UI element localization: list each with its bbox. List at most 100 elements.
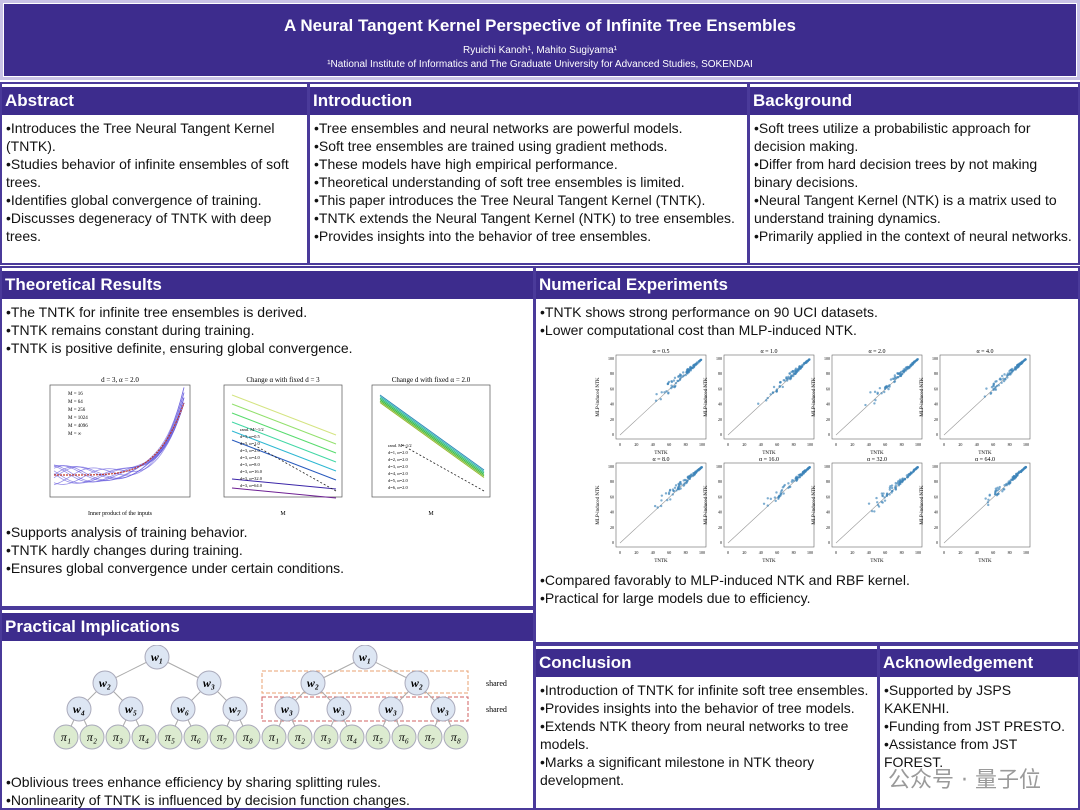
data-point [864, 403, 867, 407]
data-point [908, 472, 912, 476]
series-line [379, 400, 485, 477]
data-point [883, 496, 886, 499]
legend-entry: d=3, α=32.0 [240, 476, 263, 482]
node-label: w₂ [99, 676, 111, 690]
x-tick: 20 [958, 550, 962, 555]
data-point [673, 385, 676, 389]
data-point [666, 382, 670, 386]
bullet-item: •Discusses degeneracy of TNTK with deep … [6, 210, 272, 244]
data-point [782, 492, 785, 495]
data-point [798, 475, 801, 479]
y-tick: 100 [824, 356, 830, 361]
data-point [998, 378, 1002, 381]
x-tick: 40 [975, 442, 979, 447]
data-point [687, 368, 691, 371]
data-point [801, 363, 804, 367]
series-line [379, 396, 485, 472]
x-tick: 100 [915, 442, 921, 447]
data-point [898, 374, 902, 378]
data-point [905, 368, 909, 371]
y-tick: 20 [826, 417, 830, 422]
data-point [794, 477, 797, 480]
leaf-node [443, 724, 469, 750]
y-tick: 0 [720, 432, 722, 437]
watermark: 公众号 · 量子位 [888, 768, 1041, 793]
data-point [689, 475, 692, 479]
data-point [790, 480, 794, 483]
data-point [667, 491, 671, 494]
split-node [222, 696, 248, 722]
split-node [92, 670, 118, 696]
y-tick: 0 [828, 432, 830, 437]
data-point [1020, 362, 1023, 366]
data-point [1004, 483, 1008, 486]
data-point [684, 373, 687, 377]
data-point [685, 371, 689, 374]
bullet-item: •Provides insights into the behavior of … [314, 228, 652, 244]
y-axis-label: MLP-induced NTK [812, 485, 817, 525]
node-label: w₆ [177, 702, 189, 716]
title-banner: A Neural Tangent Kernel Perspective of I… [0, 0, 1080, 80]
legend-entry: M = ∞ [68, 432, 82, 437]
y-tick: 20 [718, 417, 722, 422]
data-point [698, 467, 701, 471]
data-point [880, 492, 884, 495]
node-label: π₄ [347, 730, 357, 744]
bullet-item: •Assistance from JST FOREST. [884, 736, 1018, 770]
data-point [659, 398, 662, 401]
data-point [789, 485, 792, 489]
section-title: Background [750, 87, 1078, 115]
tree-diagram: w₁ w₂ w₃ w₄ w₅ w₆ w₇ π₁ π₂ π₃ π₄ π₅ π₆ π₇ π₈ shared shar… [53, 645, 507, 750]
data-point [779, 492, 782, 495]
data-point [994, 487, 998, 490]
scatter-title: α = 64.0 [975, 457, 995, 463]
data-point [696, 469, 699, 472]
shared-box [261, 696, 469, 722]
x-tick: 80 [1008, 550, 1012, 555]
numerical-experiments-section: Numerical Experiments •TNTK shows strong… [534, 266, 1080, 644]
data-point [995, 380, 998, 383]
legend-entry: d=3, α=2.0 [240, 448, 261, 454]
theory-figure: d = 3, α = 2.0 Inner product of the input… [49, 376, 491, 517]
node-label: π₆ [191, 730, 201, 744]
data-point [887, 387, 890, 391]
x-axis-label: TNTK [978, 559, 992, 563]
data-point [1020, 468, 1024, 472]
bullet-item: •Extends NTK theory from neural networks… [540, 718, 849, 752]
split-node [352, 645, 378, 670]
data-point [874, 398, 877, 402]
x-tick: 100 [699, 550, 705, 555]
data-point [905, 366, 909, 369]
x-tick: 0 [727, 550, 729, 555]
series-line [231, 439, 337, 481]
data-point [673, 486, 677, 489]
y-tick: 80 [826, 479, 830, 484]
data-point [689, 365, 692, 369]
data-point [893, 380, 897, 383]
data-point [692, 473, 696, 476]
data-point [873, 402, 876, 405]
x-tick: 20 [634, 550, 638, 555]
data-point [870, 509, 874, 513]
data-point [894, 481, 897, 485]
x-tick: 100 [1023, 442, 1029, 447]
node-label: w₃ [437, 702, 449, 716]
data-point [883, 390, 886, 394]
y-tick: 80 [934, 479, 938, 484]
x-tick: 40 [867, 550, 871, 555]
data-point [671, 493, 675, 496]
data-point [905, 474, 909, 477]
data-point [670, 379, 673, 383]
data-point [1003, 373, 1006, 376]
data-point [677, 483, 681, 486]
data-point [663, 391, 666, 394]
scatter-title: α = 1.0 [760, 349, 777, 355]
node-label: w₂ [307, 676, 319, 690]
data-point [778, 494, 781, 497]
node-label: π₁ [269, 730, 279, 744]
data-point [667, 380, 671, 384]
y-tick: 0 [612, 540, 614, 545]
data-point [688, 477, 691, 481]
data-point [985, 387, 988, 390]
y-axis-label: MLP-induced NTK [596, 485, 601, 525]
